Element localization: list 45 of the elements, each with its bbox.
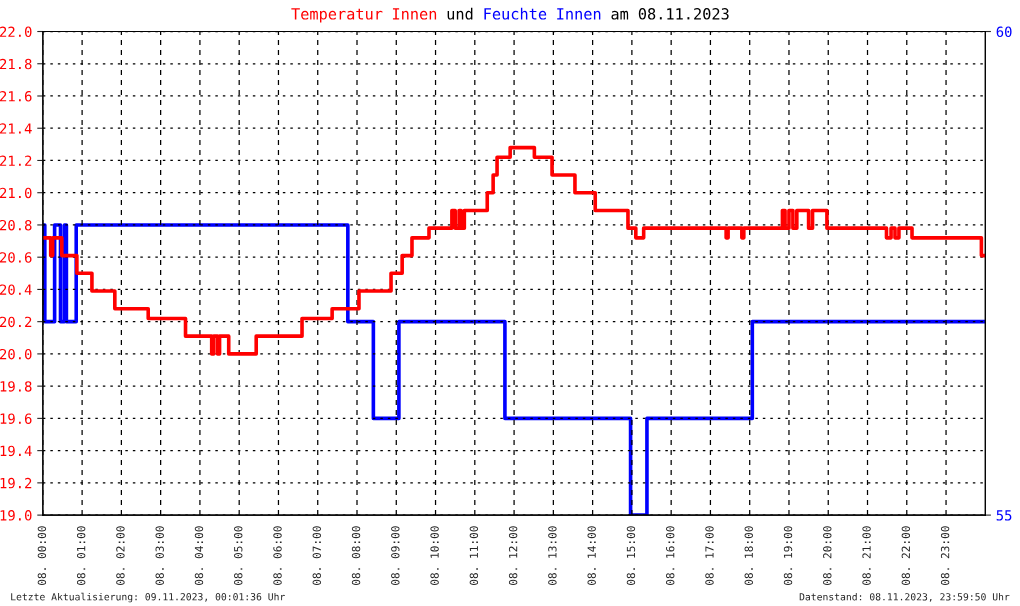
x-tick-label: 08. 14:00 [587, 526, 596, 585]
x-tick-label: 08. 19:00 [783, 526, 793, 585]
y-tick-label: 21.0 [0, 187, 32, 199]
y-tick-label: 21.2 [0, 155, 32, 166]
x-tick-label: 08. 18:00 [744, 526, 753, 585]
x-tick-label: 08. 08:00 [351, 526, 361, 585]
x-tick-label: 08. 06:00 [273, 526, 282, 585]
y-tick-label: 21.6 [0, 91, 32, 102]
x-tick-label: 08. 13:00 [548, 526, 557, 585]
x-tick-label: 08. 22:00 [901, 526, 911, 585]
x-tick-label: 08. 01:00 [76, 526, 86, 585]
y-tick-label: 20.0 [0, 348, 32, 360]
y-tick-label: 22.0 [0, 26, 32, 38]
y-tick-label: 20.2 [0, 316, 32, 328]
x-tick-label: 08. 03:00 [155, 526, 164, 585]
y2-tick-label: 60 [996, 26, 1012, 38]
x-tick-label: 08. 04:00 [194, 526, 204, 585]
text: Letzte Aktualisierung: 09.11.2023, 00:01:36 Uhr [11, 592, 285, 603]
x-tick-label: 08. 17:00 [705, 526, 714, 585]
x-tick-label: 08. 02:00 [116, 526, 125, 585]
y-tick-label: 21.8 [0, 58, 32, 70]
y-tick-label: 19.2 [0, 477, 32, 489]
x-tick-label: 08. 12:00 [508, 526, 518, 585]
x-tick-label: 08. 16:00 [666, 526, 675, 585]
y-tick-label: 20.8 [0, 219, 32, 231]
chart-title: Temperatur Innen und Feuchte Innen am 08.11.2023 [291, 7, 729, 23]
y2-tick-label: 55 [996, 510, 1012, 521]
x-tick-label: 08. 00:00 [37, 526, 47, 585]
text: Datenstand: 08.11.2023, 23:59:50 Uhr [799, 592, 1010, 602]
y-tick-label: 19.4 [0, 445, 32, 457]
y-tick-label: 21.4 [0, 123, 32, 134]
x-tick-label: 08. 15:00 [626, 526, 636, 585]
x-tick-label: 08. 20:00 [823, 526, 832, 585]
y-tick-label: 20.4 [0, 284, 32, 295]
x-tick-label: 08. 09:00 [391, 526, 400, 585]
x-tick-label: 08. 05:00 [234, 526, 243, 585]
x-tick-label: 08. 23:00 [940, 526, 950, 585]
y-tick-label: 20.6 [0, 252, 32, 263]
x-tick-label: 08. 07:00 [312, 526, 321, 585]
x-tick-label: 08. 11:00 [469, 526, 479, 585]
y-tick-label: 19.8 [0, 381, 32, 392]
x-tick-label: 08. 21:00 [862, 526, 871, 585]
y-tick-label: 19.0 [0, 510, 32, 521]
x-tick-label: 08. 10:00 [430, 526, 439, 585]
y-tick-label: 19.6 [0, 413, 32, 424]
